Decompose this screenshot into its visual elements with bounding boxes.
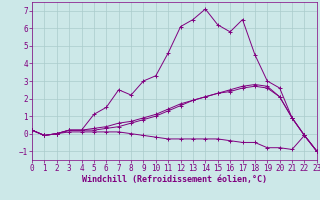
X-axis label: Windchill (Refroidissement éolien,°C): Windchill (Refroidissement éolien,°C): [82, 175, 267, 184]
